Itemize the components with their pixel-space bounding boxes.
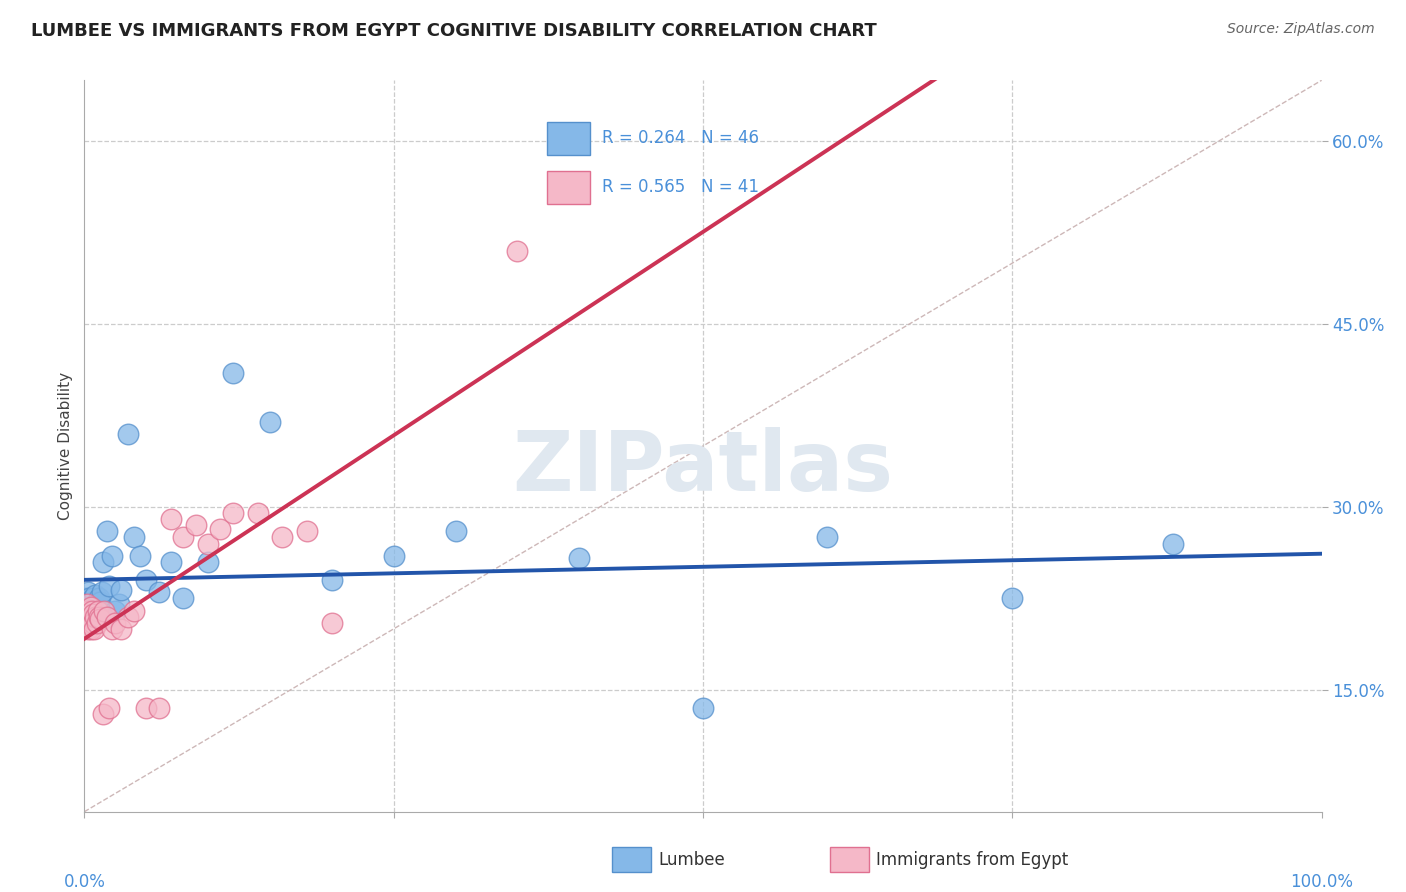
Point xyxy=(110,622,132,636)
Point xyxy=(271,530,294,544)
Point xyxy=(172,591,194,606)
Point xyxy=(692,701,714,715)
Point xyxy=(117,609,139,624)
Point xyxy=(444,524,467,539)
Point xyxy=(75,591,97,606)
Text: Lumbee: Lumbee xyxy=(658,851,724,869)
Point xyxy=(160,555,183,569)
Point xyxy=(79,591,101,606)
Point xyxy=(160,512,183,526)
Point xyxy=(89,609,111,624)
Point xyxy=(815,530,838,544)
Point xyxy=(83,622,105,636)
Point xyxy=(80,612,103,626)
Text: R = 0.264   N = 46: R = 0.264 N = 46 xyxy=(602,129,759,147)
Point xyxy=(87,603,110,617)
Point xyxy=(84,588,107,602)
Y-axis label: Cognitive Disability: Cognitive Disability xyxy=(58,372,73,520)
Point xyxy=(197,536,219,550)
Point xyxy=(110,582,132,597)
Text: LUMBEE VS IMMIGRANTS FROM EGYPT COGNITIVE DISABILITY CORRELATION CHART: LUMBEE VS IMMIGRANTS FROM EGYPT COGNITIV… xyxy=(31,22,877,40)
Point xyxy=(1161,536,1184,550)
Point xyxy=(93,609,115,624)
Point xyxy=(79,615,101,630)
Text: 100.0%: 100.0% xyxy=(1291,872,1353,891)
Point xyxy=(1001,591,1024,606)
Point xyxy=(79,609,101,624)
Point xyxy=(77,585,100,599)
Point xyxy=(90,585,112,599)
Point xyxy=(76,603,98,617)
Point xyxy=(89,591,111,606)
Text: Immigrants from Egypt: Immigrants from Egypt xyxy=(876,851,1069,869)
Point xyxy=(79,598,101,612)
Point xyxy=(129,549,152,563)
Point xyxy=(84,609,107,624)
Point xyxy=(108,598,131,612)
Point xyxy=(82,598,104,612)
Point xyxy=(79,609,101,624)
Point xyxy=(184,518,207,533)
Point xyxy=(87,599,110,614)
Point xyxy=(135,701,157,715)
Point xyxy=(75,603,97,617)
Point xyxy=(104,603,127,617)
Point xyxy=(222,366,245,380)
Point xyxy=(104,615,127,630)
Bar xyxy=(547,122,591,154)
Point xyxy=(321,573,343,587)
Point xyxy=(80,599,103,614)
Text: Source: ZipAtlas.com: Source: ZipAtlas.com xyxy=(1227,22,1375,37)
Point xyxy=(91,707,114,722)
Point xyxy=(568,551,591,566)
Point xyxy=(96,609,118,624)
Bar xyxy=(547,171,591,204)
Point xyxy=(89,595,111,609)
Text: ZIPatlas: ZIPatlas xyxy=(513,427,893,508)
Text: 0.0%: 0.0% xyxy=(63,872,105,891)
Point xyxy=(172,530,194,544)
Point xyxy=(148,585,170,599)
Point xyxy=(79,599,101,614)
Point xyxy=(246,506,269,520)
Point xyxy=(148,701,170,715)
Point xyxy=(209,522,232,536)
Point xyxy=(382,549,405,563)
Point xyxy=(93,603,115,617)
Point xyxy=(100,549,122,563)
Point xyxy=(82,607,104,622)
Point xyxy=(98,579,121,593)
Point xyxy=(91,555,114,569)
Point xyxy=(117,426,139,441)
Point xyxy=(259,415,281,429)
Point xyxy=(80,603,103,617)
Point xyxy=(98,701,121,715)
Point xyxy=(80,595,103,609)
Point xyxy=(76,609,98,624)
Point xyxy=(122,530,145,544)
Point xyxy=(79,622,101,636)
Point xyxy=(76,598,98,612)
Point xyxy=(100,622,122,636)
Point xyxy=(86,595,108,609)
Point xyxy=(96,524,118,539)
Point xyxy=(77,622,100,636)
Point xyxy=(197,555,219,569)
Text: R = 0.565   N = 41: R = 0.565 N = 41 xyxy=(602,178,759,196)
Point xyxy=(79,603,101,617)
Point xyxy=(122,603,145,617)
Point xyxy=(222,506,245,520)
Point xyxy=(321,615,343,630)
Point xyxy=(86,615,108,630)
Point xyxy=(77,603,100,617)
Point xyxy=(86,598,108,612)
Point xyxy=(83,603,105,617)
Point xyxy=(89,612,111,626)
Point xyxy=(82,615,104,630)
Point xyxy=(506,244,529,258)
Point xyxy=(295,524,318,539)
Point xyxy=(77,598,100,612)
Point xyxy=(135,573,157,587)
Point xyxy=(82,591,104,606)
